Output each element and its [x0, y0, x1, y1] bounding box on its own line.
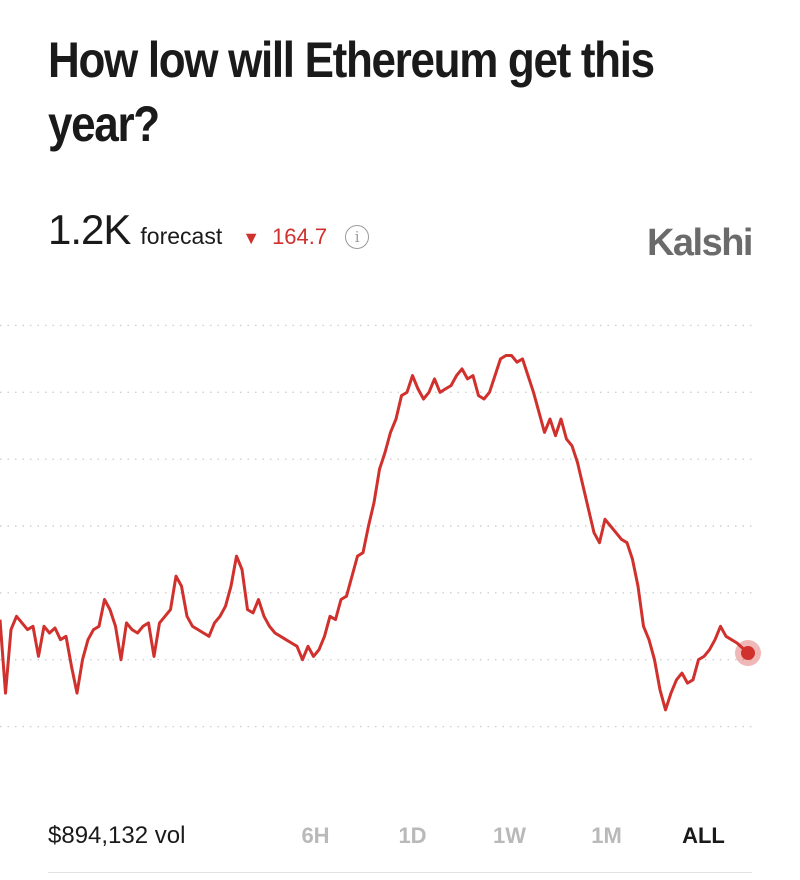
series-line — [0, 354, 750, 712]
forecast-label: forecast — [140, 223, 223, 249]
range-tab-1w[interactable]: 1W — [493, 823, 526, 848]
kalshi-logo: Kalshi — [646, 222, 754, 264]
forecast-change: ▼ 164.7 — [242, 224, 327, 250]
range-tab-6h[interactable]: 6H — [301, 823, 330, 848]
range-tab-all[interactable]: ALL — [682, 823, 725, 848]
forecast-summary: 1.2K forecast ▼ 164.7 i — [48, 206, 370, 262]
volume-label: $894,132 vol — [48, 822, 186, 849]
chart-footer: $894,132 vol 6H 1D 1W 1M ALL — [48, 816, 752, 856]
last-point — [741, 646, 755, 661]
page-title: How low will Ethereum get this year? — [48, 32, 655, 152]
forecast-value: 1.2K — [48, 206, 131, 253]
down-triangle-icon: ▼ — [242, 228, 261, 248]
info-icon[interactable]: i — [345, 225, 370, 249]
price-chart — [0, 324, 761, 728]
divider — [48, 872, 752, 873]
range-selector: 6H 1D 1W 1M ALL — [267, 823, 752, 849]
range-tab-1d[interactable]: 1D — [398, 823, 427, 848]
forecast-change-value: 164.7 — [272, 224, 328, 249]
range-tab-1m[interactable]: 1M — [591, 823, 622, 848]
